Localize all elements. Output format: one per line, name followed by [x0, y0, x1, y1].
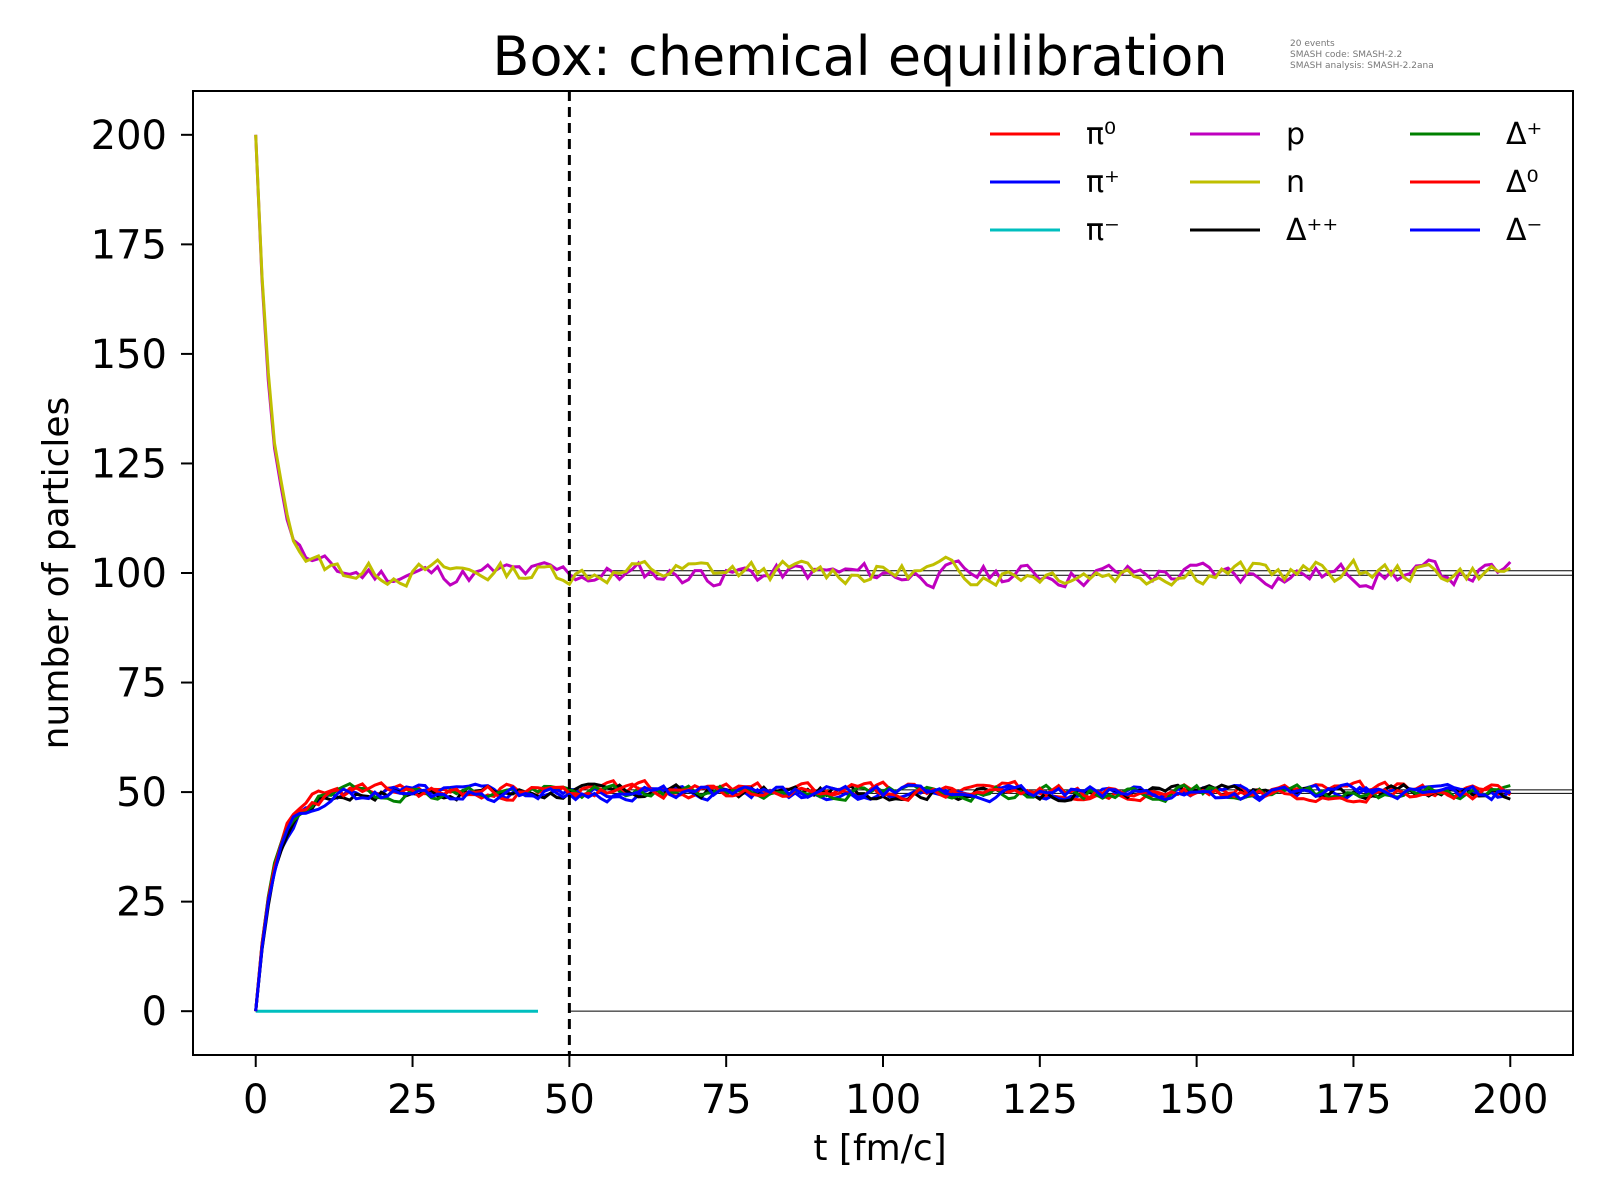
run-info-analysis: SMASH analysis: SMASH-2.2ana: [1290, 61, 1434, 71]
y-axis-label: number of particles: [36, 397, 77, 750]
x-axis: 0 25 50 75 100 125 150 175 200: [243, 1055, 1548, 1123]
chart-title: Box: chemical equilibration: [492, 25, 1227, 88]
series-line-1: [254, 782, 1512, 1012]
run-info-code: SMASH code: SMASH-2.2: [1290, 50, 1402, 60]
series-line-0: [254, 778, 1512, 1012]
x-tick-label-6: 150: [1158, 1077, 1234, 1123]
legend-label-6: Δ⁺: [1506, 117, 1542, 152]
y-tick-label-5: 125: [91, 441, 167, 487]
y-tick-label-7: 175: [91, 222, 167, 268]
x-axis-label: t [fm/c]: [813, 1128, 946, 1169]
series-line-3: [254, 134, 1512, 591]
legend-label-8: Δ⁻: [1506, 213, 1542, 248]
series-line-4: [254, 134, 1511, 588]
legend-label-7: Δ⁰: [1506, 165, 1539, 200]
y-tick-label-2: 50: [116, 770, 167, 816]
series-line-7: [254, 780, 1512, 1012]
y-tick-label-1: 25: [116, 880, 167, 926]
legend-label-1: π⁺: [1086, 165, 1120, 200]
x-tick-label-8: 200: [1472, 1077, 1548, 1123]
x-tick-label-7: 175: [1315, 1077, 1391, 1123]
x-tick-label-3: 75: [701, 1077, 752, 1123]
series-line-5: [254, 782, 1511, 1012]
series-line-6: [254, 781, 1511, 1012]
y-tick-label-8: 200: [91, 113, 167, 159]
x-tick-label-5: 125: [1002, 1077, 1078, 1123]
x-tick-label-1: 25: [387, 1077, 438, 1123]
legend-label-4: n: [1286, 165, 1305, 200]
legend-label-3: p: [1286, 117, 1305, 152]
y-tick-label-6: 150: [91, 332, 167, 378]
legend-label-2: π⁻: [1086, 213, 1120, 248]
legend-label-0: π⁰: [1086, 117, 1116, 152]
legend-label-5: Δ⁺⁺: [1286, 213, 1338, 248]
series-layer: [254, 134, 1512, 1013]
run-info-events: 20 events: [1290, 39, 1335, 49]
run-info: 20 events SMASH code: SMASH-2.2 SMASH an…: [1290, 39, 1434, 71]
y-tick-label-3: 75: [116, 661, 167, 707]
y-tick-label-0: 0: [142, 989, 167, 1035]
y-tick-label-4: 100: [91, 551, 167, 597]
series-line-8: [254, 782, 1511, 1012]
x-tick-label-0: 0: [243, 1077, 268, 1123]
y-axis: 0 25 50 75 100 125 150 175 200: [91, 113, 193, 1035]
x-tick-label-4: 100: [845, 1077, 921, 1123]
x-tick-label-2: 50: [544, 1077, 595, 1123]
legend: π⁰ π⁺ π⁻ pn Δ⁺⁺ Δ⁺ Δ⁰ Δ⁻: [990, 117, 1542, 248]
